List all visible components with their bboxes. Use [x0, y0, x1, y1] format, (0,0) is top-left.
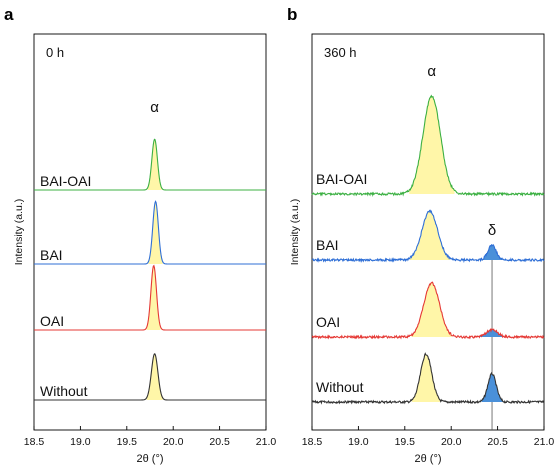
- series-line: [311, 352, 545, 405]
- x-tick-label: 20.5: [487, 436, 508, 448]
- series-bai-oai: BAI-OAI: [311, 94, 545, 197]
- panel-a-frame: [33, 33, 267, 431]
- series-line: [311, 209, 545, 264]
- peak-label-delta: δ: [488, 222, 496, 239]
- x-tick-label: 20.0: [441, 436, 462, 448]
- panel-a: a 0 h Intensity (a.u.) 2θ (°) 18.5 19.0 19…: [4, 5, 276, 465]
- x-tick-label: 20.0: [163, 436, 184, 448]
- panel-b-frame: [311, 33, 545, 431]
- x-tick-label: 21.0: [256, 436, 277, 448]
- series-oai: OAI: [311, 281, 545, 340]
- x-tick-label: 18.5: [24, 436, 45, 448]
- panel-b-series: BAI-OAI BAI OAI Without: [311, 94, 545, 405]
- series-line: [311, 94, 545, 197]
- panel-b-time-label: 360 h: [324, 45, 357, 60]
- panel-b: b 360 h Intensity (a.u.) 2θ (°) 18.5 19.0…: [287, 5, 554, 465]
- peak-fill-delta: [481, 244, 503, 260]
- series-line: [34, 200, 266, 265]
- peak-fill-alpha: [409, 95, 455, 194]
- panel-a-peak-labels: α: [150, 99, 159, 116]
- series-label: OAI: [316, 314, 340, 330]
- x-tick-label: 19.5: [117, 436, 138, 448]
- x-tick-label: 19.0: [348, 436, 369, 448]
- x-tick-label: 19.0: [70, 436, 91, 448]
- peak-fill-alpha: [411, 353, 441, 402]
- x-tick-label: 18.5: [302, 436, 323, 448]
- peak-fill-alpha: [411, 282, 452, 337]
- panel-a-series: BAI-OAI BAI OAI Without: [34, 138, 266, 401]
- series-label: Without: [316, 379, 364, 395]
- series-bai-oai: BAI-OAI: [34, 138, 266, 191]
- series-oai: OAI: [34, 264, 266, 331]
- panel-a-y-axis-label: Intensity (a.u.): [13, 199, 25, 266]
- peak-fill-alpha: [146, 265, 161, 330]
- series-bai: BAI: [34, 200, 266, 265]
- panel-b-x-ticks: 18.5 19.0 19.5 20.0 20.5 21.0: [302, 426, 555, 448]
- x-tick-label: 20.5: [209, 436, 230, 448]
- panel-a-x-ticks: 18.5 19.0 19.5 20.0 20.5 21.0: [24, 426, 277, 448]
- series-line: [34, 138, 266, 191]
- series-label: Without: [40, 383, 88, 399]
- series-label: BAI-OAI: [316, 171, 367, 187]
- series-bai: BAI: [311, 209, 545, 264]
- series-label: OAI: [40, 313, 64, 329]
- peak-fill-alpha: [146, 353, 163, 400]
- peak-fill-alpha: [148, 201, 163, 264]
- series-label: BAI-OAI: [40, 173, 91, 189]
- series-without: Without: [34, 353, 266, 401]
- series-label: BAI: [40, 247, 63, 263]
- series-line: [34, 353, 266, 401]
- panel-a-x-axis-label: 2θ (°): [136, 453, 163, 465]
- peak-fill-alpha: [147, 139, 162, 190]
- panel-a-time-label: 0 h: [46, 45, 64, 60]
- panel-b-y-axis-label: Intensity (a.u.): [289, 199, 301, 266]
- peak-fill-alpha: [409, 210, 451, 260]
- series-label: BAI: [316, 237, 339, 253]
- x-tick-label: 19.5: [395, 436, 416, 448]
- panel-a-letter: a: [4, 5, 14, 24]
- peak-fill-delta: [481, 372, 503, 402]
- x-tick-label: 21.0: [534, 436, 555, 448]
- panel-b-peak-labels: αδ: [427, 63, 496, 239]
- peak-label-alpha: α: [150, 99, 159, 116]
- peak-label-alpha: α: [427, 63, 436, 80]
- series-line: [34, 264, 266, 331]
- panel-b-letter: b: [287, 5, 297, 24]
- panel-b-x-axis-label: 2θ (°): [414, 453, 441, 465]
- series-without: Without: [311, 352, 545, 405]
- series-line: [311, 281, 545, 340]
